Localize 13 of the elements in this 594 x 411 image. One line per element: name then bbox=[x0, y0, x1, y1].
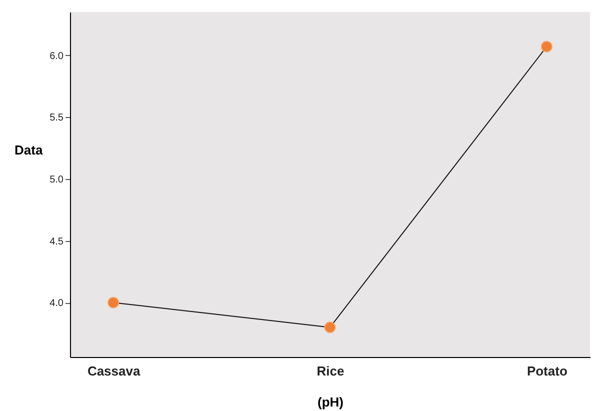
x-axis-title: (pH) bbox=[318, 394, 344, 410]
point bbox=[540, 40, 552, 52]
point bbox=[324, 322, 336, 334]
x-tick-label: Potato bbox=[526, 364, 568, 378]
x-tick-label: Cassava bbox=[87, 364, 141, 378]
y-tick-label: 4.0 bbox=[50, 298, 64, 310]
x-tick-label: Rice bbox=[316, 364, 344, 378]
y-tick-label: 6.0 bbox=[50, 50, 64, 62]
point bbox=[108, 296, 120, 308]
y-tick-label: 5.5 bbox=[50, 112, 64, 124]
y-tick-label: 5.0 bbox=[50, 174, 64, 186]
y-tick-label: 4.5 bbox=[50, 236, 64, 248]
y-axis-title: Data bbox=[14, 142, 44, 158]
